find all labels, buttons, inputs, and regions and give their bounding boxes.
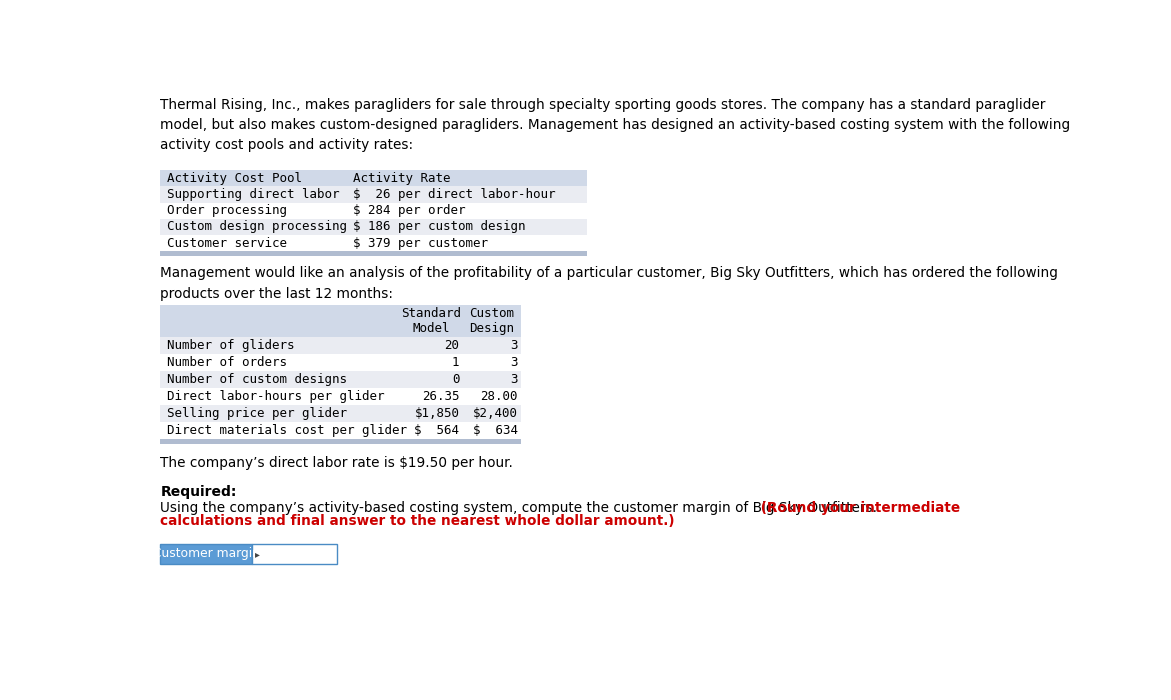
Bar bbox=[160, 235, 587, 251]
Bar bbox=[160, 202, 587, 218]
Text: 20: 20 bbox=[445, 340, 459, 352]
Text: Supporting direct labor: Supporting direct labor bbox=[166, 188, 340, 201]
Text: Direct labor-hours per glider: Direct labor-hours per glider bbox=[166, 390, 384, 403]
Text: ▸: ▸ bbox=[255, 549, 260, 559]
Text: Activity Rate: Activity Rate bbox=[352, 172, 450, 185]
Bar bbox=[160, 305, 521, 337]
Text: $ 186 per custom design: $ 186 per custom design bbox=[352, 220, 525, 233]
Text: Custom: Custom bbox=[470, 307, 514, 320]
Bar bbox=[160, 371, 521, 388]
Bar bbox=[160, 422, 521, 439]
Text: calculations and final answer to the nearest whole dollar amount.): calculations and final answer to the nea… bbox=[160, 514, 674, 528]
Bar bbox=[160, 170, 587, 186]
Text: Customer service: Customer service bbox=[166, 237, 287, 249]
Text: Number of gliders: Number of gliders bbox=[166, 340, 294, 352]
Text: 3: 3 bbox=[511, 340, 518, 352]
Bar bbox=[160, 388, 521, 405]
Text: Activity Cost Pool: Activity Cost Pool bbox=[166, 172, 301, 185]
Text: Model: Model bbox=[413, 321, 451, 335]
Text: Order processing: Order processing bbox=[166, 204, 287, 217]
Text: Management would like an analysis of the profitability of a particular customer,: Management would like an analysis of the… bbox=[160, 267, 1059, 300]
Bar bbox=[160, 354, 521, 371]
Text: $ 284 per order: $ 284 per order bbox=[352, 204, 465, 217]
Text: Required:: Required: bbox=[160, 485, 237, 499]
Text: $  634: $ 634 bbox=[473, 424, 518, 437]
Text: 28.00: 28.00 bbox=[480, 390, 518, 403]
Text: Number of orders: Number of orders bbox=[166, 356, 287, 369]
Text: 3: 3 bbox=[511, 373, 518, 386]
Bar bbox=[160, 251, 587, 256]
Text: Custom design processing: Custom design processing bbox=[166, 220, 347, 233]
Text: $2,400: $2,400 bbox=[473, 407, 518, 420]
Text: 1: 1 bbox=[452, 356, 459, 369]
Bar bbox=[160, 337, 521, 354]
Text: Design: Design bbox=[470, 321, 514, 335]
Text: $  564: $ 564 bbox=[415, 424, 459, 437]
Text: Using the company’s activity-based costing system, compute the customer margin o: Using the company’s activity-based costi… bbox=[160, 500, 877, 514]
Text: (Round your intermediate: (Round your intermediate bbox=[755, 500, 960, 514]
Bar bbox=[160, 186, 587, 202]
Text: Direct materials cost per glider: Direct materials cost per glider bbox=[166, 424, 406, 437]
Text: $ 379 per customer: $ 379 per customer bbox=[352, 237, 487, 249]
Text: Selling price per glider: Selling price per glider bbox=[166, 407, 347, 420]
Bar bbox=[160, 544, 252, 564]
Text: Standard: Standard bbox=[402, 307, 461, 320]
Text: Number of custom designs: Number of custom designs bbox=[166, 373, 347, 386]
Text: 3: 3 bbox=[511, 356, 518, 369]
Bar bbox=[160, 218, 587, 235]
Text: 0: 0 bbox=[452, 373, 459, 386]
Text: Customer margin: Customer margin bbox=[152, 547, 260, 560]
Bar bbox=[252, 544, 337, 564]
Text: Thermal Rising, Inc., makes paragliders for sale through specialty sporting good: Thermal Rising, Inc., makes paragliders … bbox=[160, 98, 1070, 152]
Text: 26.35: 26.35 bbox=[422, 390, 459, 403]
Text: $1,850: $1,850 bbox=[415, 407, 459, 420]
Bar bbox=[160, 439, 521, 444]
Bar bbox=[160, 405, 521, 422]
Text: The company’s direct labor rate is $19.50 per hour.: The company’s direct labor rate is $19.5… bbox=[160, 456, 513, 470]
Text: $  26 per direct labor-hour: $ 26 per direct labor-hour bbox=[352, 188, 555, 201]
